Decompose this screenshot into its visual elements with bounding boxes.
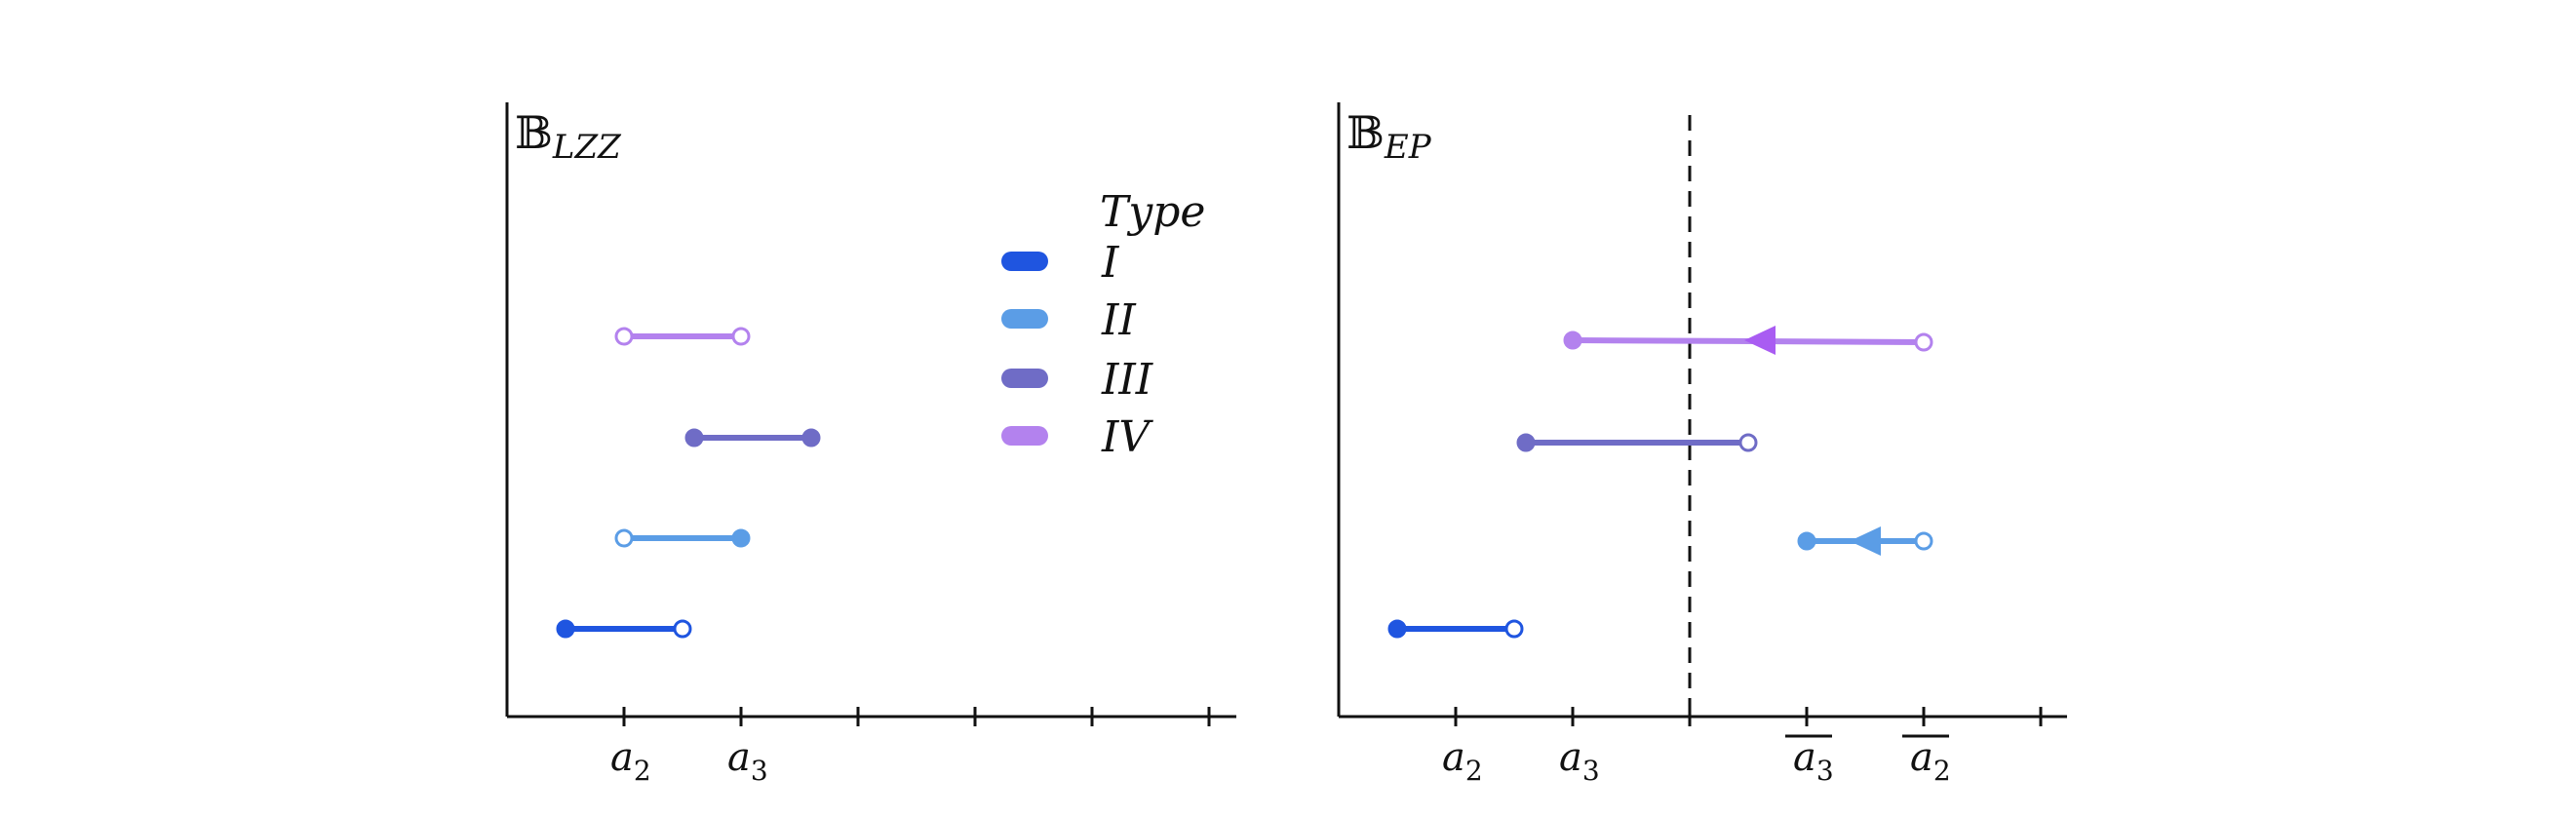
- interval-type-ii: [1797, 526, 1933, 556]
- x-tick-label: a2: [610, 735, 651, 787]
- legend-swatch: [1001, 426, 1048, 446]
- closed-endpoint: [556, 619, 575, 639]
- svg-text:a3: a3: [1559, 735, 1600, 787]
- panel-title: 𝔹LZZ: [515, 106, 622, 167]
- legend-item-type-iii: III: [1001, 355, 1154, 405]
- legend-label: I: [1101, 238, 1120, 288]
- open-endpoint: [731, 327, 751, 346]
- legend-item-type-iv: IV: [1001, 412, 1153, 462]
- direction-arrow: [1850, 526, 1881, 556]
- closed-endpoint: [1797, 531, 1816, 551]
- closed-endpoint: [1563, 331, 1582, 350]
- x-tick-label: a3: [1559, 735, 1600, 787]
- legend-label: III: [1101, 355, 1154, 405]
- interval-type-iii: [1516, 433, 1758, 452]
- closed-endpoint: [731, 528, 751, 548]
- legend-label: II: [1101, 295, 1137, 345]
- closed-endpoint: [684, 428, 704, 447]
- x-tick-label: a3: [727, 735, 768, 787]
- direction-arrow: [1744, 326, 1776, 355]
- legend-item-type-ii: II: [1001, 295, 1137, 345]
- x-tick-label: a3: [1785, 734, 1834, 787]
- interval-type-i: [1387, 619, 1524, 639]
- legend-label: IV: [1101, 412, 1153, 462]
- legend-swatch: [1001, 252, 1048, 271]
- open-endpoint: [1738, 433, 1758, 452]
- svg-text:a2: a2: [610, 735, 651, 787]
- legend-item-type-i: I: [1001, 238, 1120, 288]
- interval-type-iv: [614, 327, 751, 346]
- closed-endpoint: [1387, 619, 1407, 639]
- svg-text:a3: a3: [1793, 735, 1834, 787]
- open-endpoint: [1914, 332, 1933, 352]
- x-tick-label: a2: [1902, 734, 1951, 787]
- panel-title: 𝔹EP: [1347, 106, 1432, 167]
- panel-lzz: 𝔹LZZ a2 a3: [505, 102, 1236, 787]
- interval-type-iii: [684, 428, 821, 447]
- closed-endpoint: [1516, 433, 1536, 452]
- open-endpoint: [1504, 619, 1524, 639]
- svg-text:a3: a3: [727, 735, 768, 787]
- svg-text:a2: a2: [1910, 735, 1951, 787]
- open-endpoint: [673, 619, 692, 639]
- interval-type-ii: [614, 528, 751, 548]
- interval-type-i: [556, 619, 692, 639]
- interval-type-iv: [1563, 326, 1933, 355]
- legend-swatch: [1001, 309, 1048, 329]
- svg-text:a2: a2: [1442, 735, 1483, 787]
- x-tick-label: a2: [1442, 735, 1483, 787]
- open-endpoint: [614, 528, 634, 548]
- legend-swatch: [1001, 369, 1048, 388]
- panel-ep: 𝔹EP a2 a3 a3 a2: [1337, 102, 2067, 787]
- legend-title: Type: [1100, 187, 1205, 237]
- closed-endpoint: [801, 428, 821, 447]
- open-endpoint: [614, 327, 634, 346]
- open-endpoint: [1914, 531, 1933, 551]
